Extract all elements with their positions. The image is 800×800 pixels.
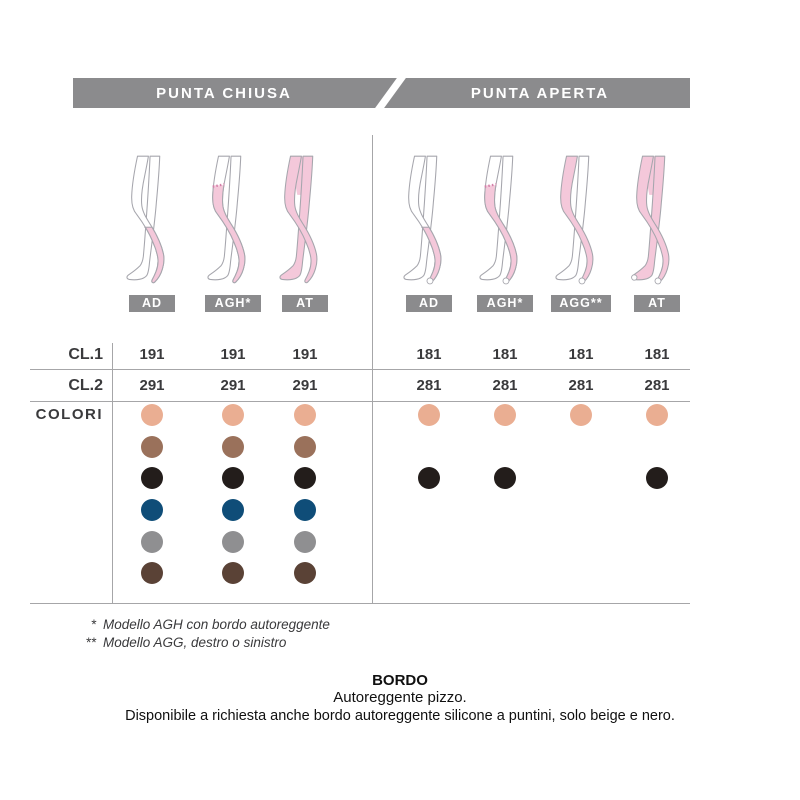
color-dot-brown <box>141 436 163 458</box>
color-dot-dark-brown <box>294 562 316 584</box>
tab-punta-aperta-label: PUNTA APERTA <box>470 84 610 102</box>
bordo-title: BORDO <box>372 672 428 689</box>
bordo-line1: Autoreggente pizzo. <box>333 689 467 706</box>
color-dot-black <box>141 467 163 489</box>
model-label: AGH* <box>477 295 533 312</box>
cl1-value: 191 <box>139 346 165 363</box>
color-dot-beige <box>494 404 516 426</box>
label-column-divider <box>112 343 113 603</box>
color-dot-beige <box>222 404 244 426</box>
cl1-value: 191 <box>292 346 318 363</box>
model-label: AGH* <box>205 295 261 312</box>
leg-illustration-AGH <box>204 150 262 290</box>
model-label: AD <box>129 295 175 312</box>
row-divider-cl2 <box>30 401 690 402</box>
model-label: AD <box>406 295 452 312</box>
color-dot-black <box>494 467 516 489</box>
footnote-agh-text: Modello AGH con bordo autoreggente <box>103 617 330 632</box>
tab-punta-aperta: PUNTA APERTA <box>390 78 690 108</box>
leg-illustration-AGG <box>552 150 610 290</box>
color-dot-blue <box>222 499 244 521</box>
color-dot-beige <box>646 404 668 426</box>
color-dot-black <box>646 467 668 489</box>
model-label: AGG** <box>551 295 611 312</box>
color-dot-grey <box>141 531 163 553</box>
color-dot-black <box>418 467 440 489</box>
cl2-value: 291 <box>220 377 246 394</box>
footnotes: * Modello AGH con bordo autoreggente ** … <box>70 616 330 652</box>
row-divider-cl1 <box>30 369 690 370</box>
leg-illustration-AD <box>123 150 181 290</box>
color-dot-beige <box>141 404 163 426</box>
footnote-agg: ** Modello AGG, destro o sinistro <box>70 634 330 652</box>
color-dot-black <box>222 467 244 489</box>
color-dot-grey <box>294 531 316 553</box>
leg-illustration-AT <box>276 150 334 290</box>
footnote-agh-marker: * <box>90 617 96 632</box>
color-dot-blue <box>294 499 316 521</box>
leg-illustration-AD <box>400 150 458 290</box>
tab-punta-chiusa-label: PUNTA CHIUSA <box>156 84 292 102</box>
leg-illustration-AT <box>628 150 686 290</box>
cl1-value: 181 <box>416 346 442 363</box>
color-dot-brown <box>222 436 244 458</box>
color-dot-dark-brown <box>222 562 244 584</box>
color-dot-beige <box>418 404 440 426</box>
row-label-colori: COLORI <box>35 406 103 423</box>
header-bar <box>73 76 690 110</box>
cl1-value: 181 <box>568 346 594 363</box>
cl1-value: 181 <box>644 346 670 363</box>
color-dot-brown <box>294 436 316 458</box>
cl2-value: 281 <box>644 377 670 394</box>
cl2-value: 291 <box>292 377 318 394</box>
model-label: AT <box>634 295 680 312</box>
leg-illustration-AGH <box>476 150 534 290</box>
bordo-note: BORDO Autoreggente pizzo. Disponibile a … <box>0 672 800 726</box>
cl2-value: 281 <box>416 377 442 394</box>
color-dot-blue <box>141 499 163 521</box>
bordo-line2: Disponibile a richiesta anche bordo auto… <box>125 708 675 724</box>
table-bottom-divider <box>30 603 690 604</box>
color-dot-beige <box>570 404 592 426</box>
footnote-agh: * Modello AGH con bordo autoreggente <box>70 616 330 634</box>
color-dot-black <box>294 467 316 489</box>
tab-punta-chiusa: PUNTA CHIUSA <box>73 78 375 108</box>
footnote-agg-text: Modello AGG, destro o sinistro <box>103 635 287 650</box>
cl2-value: 291 <box>139 377 165 394</box>
model-label: AT <box>282 295 328 312</box>
cl2-value: 281 <box>568 377 594 394</box>
color-dot-dark-brown <box>141 562 163 584</box>
row-label-cl1: CL.1 <box>68 346 103 363</box>
cl1-value: 191 <box>220 346 246 363</box>
color-dot-grey <box>222 531 244 553</box>
row-label-cl2: CL.2 <box>68 377 103 394</box>
cl1-value: 181 <box>492 346 518 363</box>
color-dot-beige <box>294 404 316 426</box>
cl2-value: 281 <box>492 377 518 394</box>
footnote-agg-marker: ** <box>85 635 96 650</box>
